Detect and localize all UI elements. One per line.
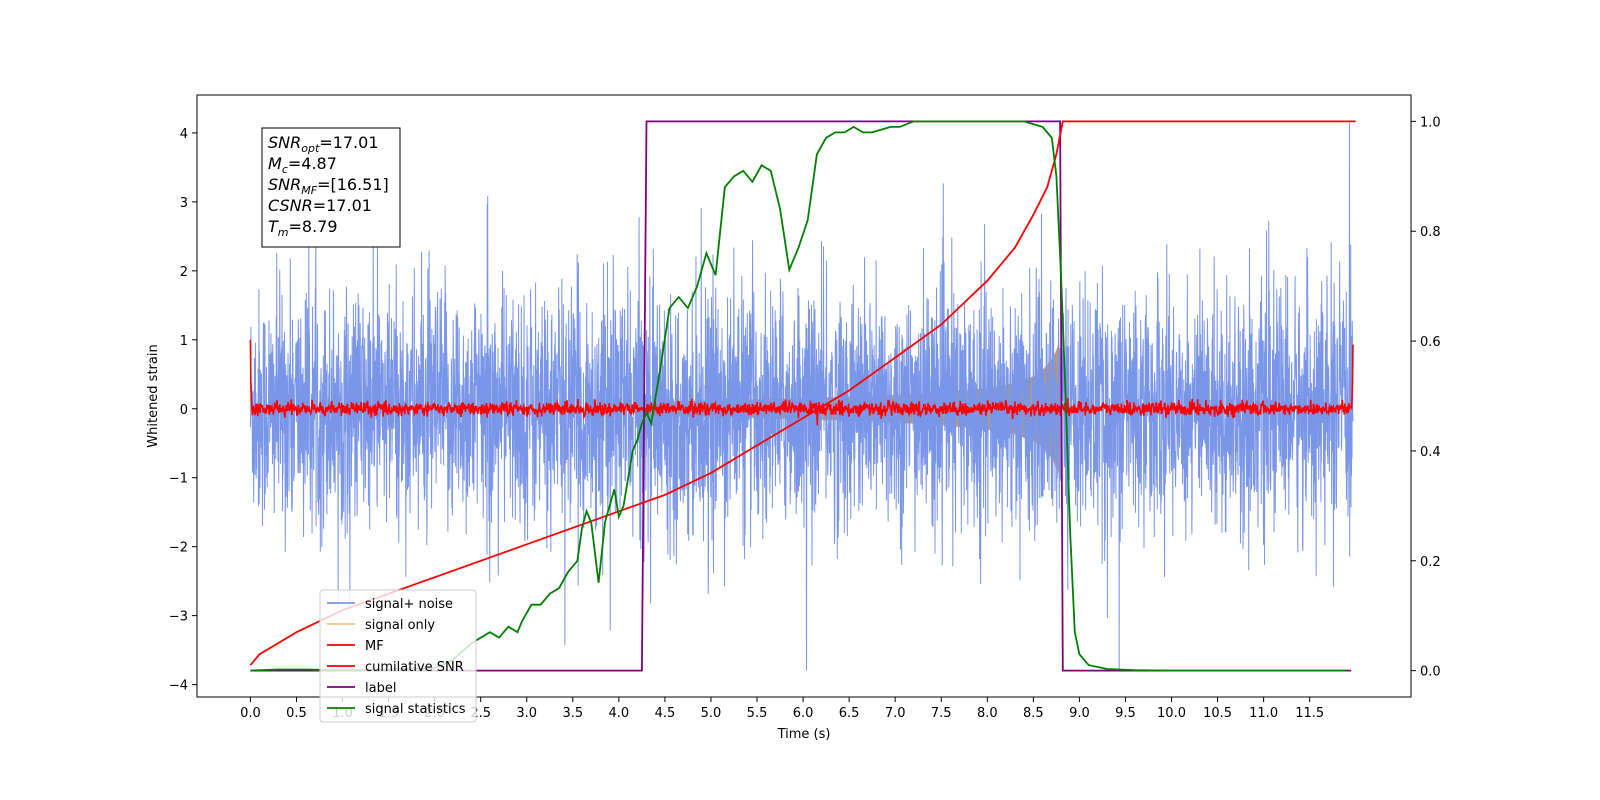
mf-series [249,339,1354,426]
annotation-line: Tm=8.79 [268,217,338,239]
mf-line [249,339,1354,426]
y-axis-right: 0.0 0.2 0.4 0.6 0.8 1.0 [1411,115,1441,680]
annotation-line: Mc=4.87 [268,154,337,176]
legend-label: signal statistics [365,702,466,717]
annotation-frame [261,127,401,248]
y-tick-label: −1 [169,472,188,487]
x-tick-label: 7.5 [931,706,952,721]
x-tick-label: 3.0 [516,706,537,721]
x-tick-label: 7.0 [885,706,906,721]
annotation-line: SNRopt=17.01 [268,133,379,155]
x-tick-label: 8.0 [977,706,998,721]
plot-frame [196,94,1412,698]
x-tick-label: 3.5 [562,706,583,721]
legend-label: label [365,681,396,696]
x-tick-label: 10.0 [1157,706,1186,721]
y2-tick-label: 0.0 [1420,665,1441,680]
y-tick-label: −3 [169,610,188,625]
x-tick-label: 9.0 [1069,706,1090,721]
signal-noise-line [249,122,1354,671]
legend-label: MF [365,639,384,654]
x-tick-label: 4.5 [655,706,676,721]
y-tick-label: 4 [180,127,188,142]
annotation-line: SNRMF=[16.51] [268,175,389,197]
y2-tick-label: 1.0 [1420,115,1441,130]
legend-label: signal+ noise [365,597,453,612]
x-tick-label: 9.5 [1115,706,1136,721]
x-tick-label: 5.5 [747,706,768,721]
y-tick-label: −4 [169,679,188,694]
x-tick-label: 11.5 [1295,706,1324,721]
x-tick-label: 6.0 [793,706,814,721]
y2-tick-label: 0.8 [1420,225,1441,240]
y-tick-label: 1 [180,334,188,349]
legend: signal+ noise signal only MF cumilative SNR… [319,589,477,723]
annotation-line: CSNR=17.01 [268,196,372,215]
x-tick-label: 11.0 [1249,706,1278,721]
y-axis-left: −4 −3 −2 −1 0 1 2 3 4 [169,127,197,694]
legend-frame [319,589,477,723]
x-tick-label: 8.5 [1023,706,1044,721]
y-tick-label: 0 [180,403,188,418]
x-tick-label: 4.0 [609,706,630,721]
y-axis-label: Whitened strain [146,344,161,447]
legend-label: cumilative SNR [365,660,464,675]
legend-label: signal only [365,618,435,633]
x-axis-label: Time (s) [777,727,831,742]
label-line [250,120,1352,672]
x-tick-label: 10.5 [1203,706,1232,721]
y-tick-label: 3 [180,196,188,211]
y2-tick-label: 0.2 [1420,555,1441,570]
signal-noise-series [249,122,1354,671]
x-tick-label: 0.0 [240,706,261,721]
stats-annotation-box: SNRopt=17.01Mc=4.87SNRMF=[16.51]CSNR=17.… [261,127,401,248]
signal-statistics-line [250,120,1347,672]
y-tick-label: 2 [180,265,188,280]
x-tick-label: 5.0 [701,706,722,721]
y-tick-label: −2 [169,541,188,556]
x-tick-label: 6.5 [839,706,860,721]
x-tick-label: 0.5 [286,706,307,721]
y2-tick-label: 0.4 [1420,445,1441,460]
y2-tick-label: 0.6 [1420,335,1441,350]
